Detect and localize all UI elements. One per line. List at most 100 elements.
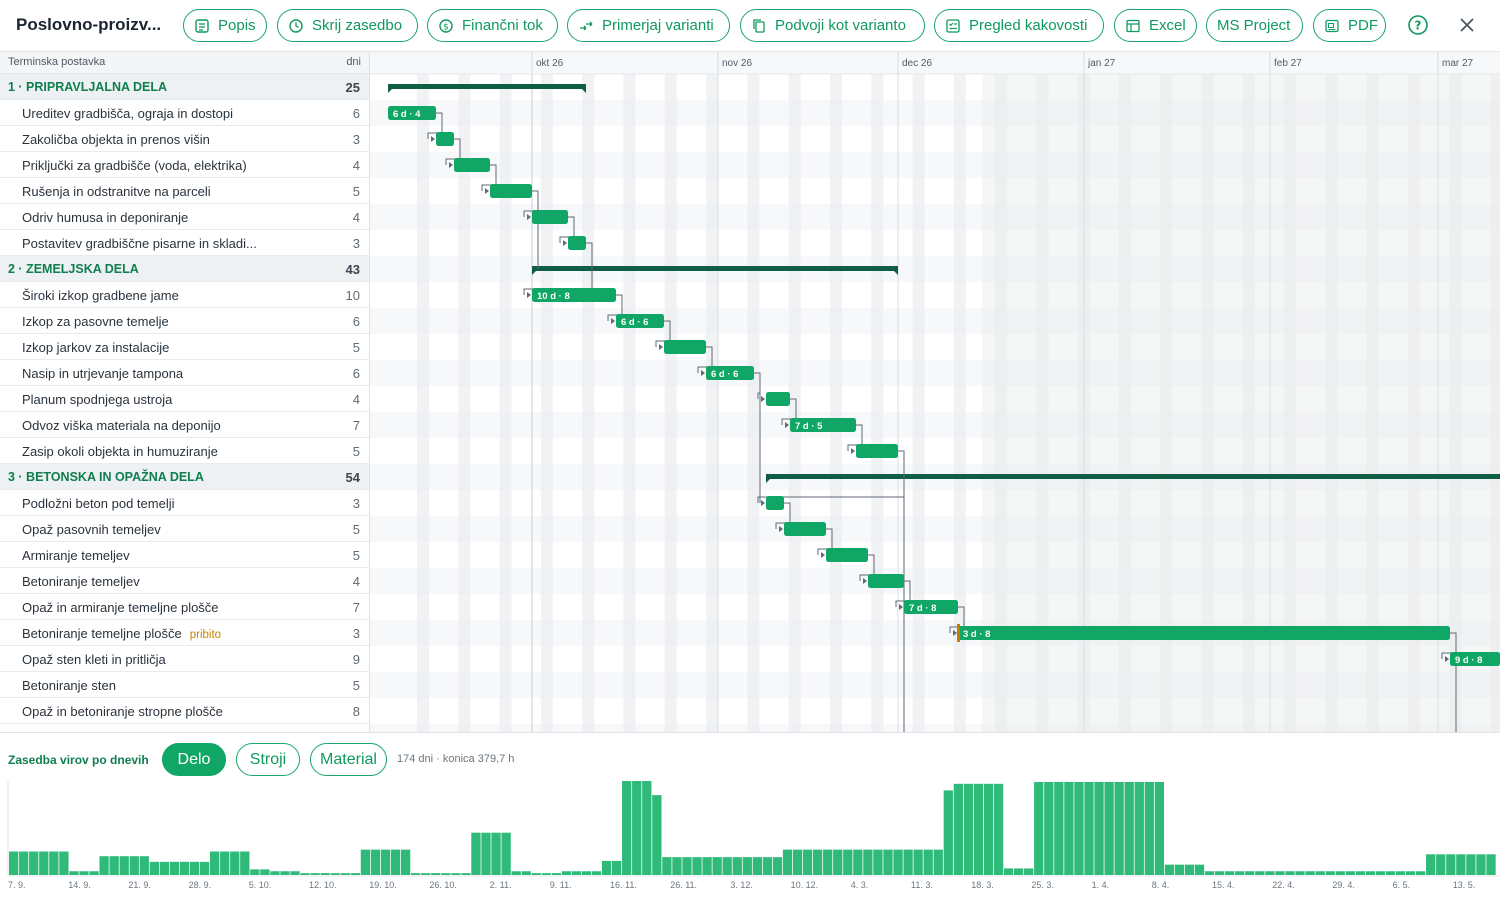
histogram-date-label: 15. 4. xyxy=(1212,880,1235,890)
row-stripe xyxy=(370,568,1500,594)
weekend-shade xyxy=(1366,74,1379,732)
task-row[interactable]: Opaž in armiranje temeljne plošče 7 xyxy=(0,594,369,620)
group-row[interactable]: 2 · ZEMELJSKA DELA 43 xyxy=(0,256,369,282)
list-button[interactable]: Popis xyxy=(183,9,267,42)
dependency-arrow xyxy=(701,370,705,376)
weekend-shade xyxy=(623,74,636,732)
cash-flow-button[interactable]: $ Finančni tok xyxy=(427,9,558,42)
histogram-bar xyxy=(370,849,381,875)
tab-material[interactable]: Material xyxy=(310,743,387,776)
task-row[interactable]: Betoniranje sten 5 xyxy=(0,672,369,698)
row-stripe xyxy=(370,360,1500,386)
row-label-text: Odriv humusa in deponiranje xyxy=(22,210,189,225)
summary-start-marker xyxy=(532,271,536,275)
resource-panel: Zasedba virov po dnevih Delo Stroji Mate… xyxy=(0,732,1500,900)
group-row[interactable]: 1 · PRIPRAVLJALNA DELA 25 xyxy=(0,74,369,100)
row-label-text: Betoniranje temeljne plošče xyxy=(22,626,182,641)
histogram-bar xyxy=(1405,871,1416,875)
task-row[interactable]: Armiranje temeljev 5 xyxy=(0,542,369,568)
dependency-arrow xyxy=(899,604,903,610)
task-row[interactable]: Podložni beton pod temelji 3 xyxy=(0,490,369,516)
task-row[interactable]: Opaž sten kleti in pritličja 9 xyxy=(0,646,369,672)
histogram-bar xyxy=(501,832,511,875)
gantt-chart[interactable]: okt 26 nov 26 dec 26 jan 27 feb 27 mar 27 6 d … xyxy=(370,52,1500,732)
row-label-text: Armiranje temeljev xyxy=(22,548,130,563)
histogram-bar xyxy=(69,871,79,875)
task-row[interactable]: Izkop jarkov za instalacije 5 xyxy=(0,334,369,360)
task-row[interactable]: Postavitev gradbiščne pisarne in skladi.… xyxy=(0,230,369,256)
task-row[interactable]: Ureditev gradbišča, ograja in dostopi 6 xyxy=(0,100,369,126)
histogram-bar xyxy=(853,849,863,875)
tab-work[interactable]: Delo xyxy=(162,743,226,776)
duplicate-variant-button[interactable]: Podvoji kot varianto xyxy=(740,9,925,42)
task-row[interactable]: Priključki za gradbišče (voda, elektrika… xyxy=(0,152,369,178)
histogram-bar xyxy=(39,851,49,875)
group-row[interactable]: 3 · BETONSKA IN OPAŽNA DELA 54 xyxy=(0,464,369,490)
task-row[interactable]: Planum spodnjega ustroja 4 xyxy=(0,386,369,412)
resource-summary: 174 dni · konica 379,7 h xyxy=(397,753,515,765)
task-row[interactable]: Betoniranje temeljev 4 xyxy=(0,568,369,594)
task-row[interactable]: Izkop za pasovne temelje 6 xyxy=(0,308,369,334)
histogram-bar xyxy=(531,873,541,875)
row-label-text: Zakoličba objekta in prenos višin xyxy=(22,132,210,147)
row-label-text: Priključki za gradbišče (voda, elektrika… xyxy=(22,158,247,173)
row-days: 8 xyxy=(352,704,360,719)
task-row[interactable]: Nasip in utrjevanje tampona 6 xyxy=(0,360,369,386)
row-label-text: Izkop jarkov za instalacije xyxy=(22,340,170,355)
ms-project-export-button[interactable]: MS Project xyxy=(1206,9,1303,42)
help-icon[interactable]: ? xyxy=(1407,14,1429,36)
weekend-shade xyxy=(912,74,925,732)
histogram-bar xyxy=(551,873,561,875)
histogram-bar xyxy=(481,832,491,875)
excel-export-button[interactable]: Excel xyxy=(1114,9,1197,42)
histogram-bar xyxy=(752,857,762,875)
weekend-shade xyxy=(871,74,884,732)
quality-review-button[interactable]: Pregled kakovosti xyxy=(934,9,1104,42)
task-row[interactable]: Opaž pasovnih temeljev 5 xyxy=(0,516,369,542)
histogram-bar xyxy=(692,857,702,875)
row-stripe xyxy=(370,724,1500,732)
task-row[interactable]: Široki izkop gradbene jame 10 xyxy=(0,282,369,308)
weekend-shade xyxy=(1201,74,1214,732)
weekend-shade xyxy=(664,74,677,732)
row-label: Opaž sten kleti in pritličja xyxy=(22,652,166,667)
task-bar xyxy=(790,418,856,432)
histogram-date-label: 5. 10. xyxy=(249,880,272,890)
histogram-bar xyxy=(390,849,401,875)
weekend-shade xyxy=(1325,74,1338,732)
task-row[interactable]: Zakoličba objekta in prenos višin 3 xyxy=(0,126,369,152)
task-bar-label: 9 d · 8 xyxy=(1455,655,1482,666)
task-row[interactable]: Rušenja in odstranitve na parceli 5 xyxy=(0,178,369,204)
close-icon[interactable] xyxy=(1456,14,1478,36)
task-bar xyxy=(784,522,826,536)
tab-machines[interactable]: Stroji xyxy=(236,743,300,776)
clock-icon xyxy=(288,18,304,34)
histogram-bar xyxy=(1024,868,1034,875)
histogram-date-label: 16. 11. xyxy=(610,880,637,890)
histogram-bar xyxy=(1265,871,1275,875)
task-row[interactable]: Betoniranje temeljne plošče pribito 3 xyxy=(0,620,369,646)
histogram-bar xyxy=(159,861,170,875)
row-label-text: Izkop za pasovne temelje xyxy=(22,314,169,329)
task-row[interactable]: Odriv humusa in deponiranje 4 xyxy=(0,204,369,230)
hide-occupancy-button[interactable]: Skrij zasedbo xyxy=(277,9,418,42)
task-row[interactable]: Zasip okoli objekta in humuziranje 5 xyxy=(0,438,369,464)
quality-icon xyxy=(945,18,961,34)
row-label: Planum spodnjega ustroja xyxy=(22,392,172,407)
weekend-shade xyxy=(830,74,842,732)
compare-variants-button[interactable]: Primerjaj varianti xyxy=(567,9,730,42)
row-days: 6 xyxy=(352,106,360,121)
task-bar-label: 10 d · 8 xyxy=(537,291,570,302)
histogram-bar xyxy=(310,873,320,875)
task-row[interactable]: Opaž in betoniranje stropne plošče 8 xyxy=(0,698,369,724)
histogram-bar xyxy=(451,873,461,875)
histogram-date-label: 9. 11. xyxy=(550,880,572,890)
dependency-arrow xyxy=(659,344,663,350)
histogram-bar xyxy=(672,857,682,875)
pdf-export-button[interactable]: PDF xyxy=(1313,9,1386,42)
histogram-bar xyxy=(230,851,240,875)
task-row[interactable]: Odvoz viška materiala na deponijo 7 xyxy=(0,412,369,438)
task-bar xyxy=(868,574,904,588)
histogram-bar xyxy=(913,849,923,875)
dependency-arrow xyxy=(527,214,531,220)
